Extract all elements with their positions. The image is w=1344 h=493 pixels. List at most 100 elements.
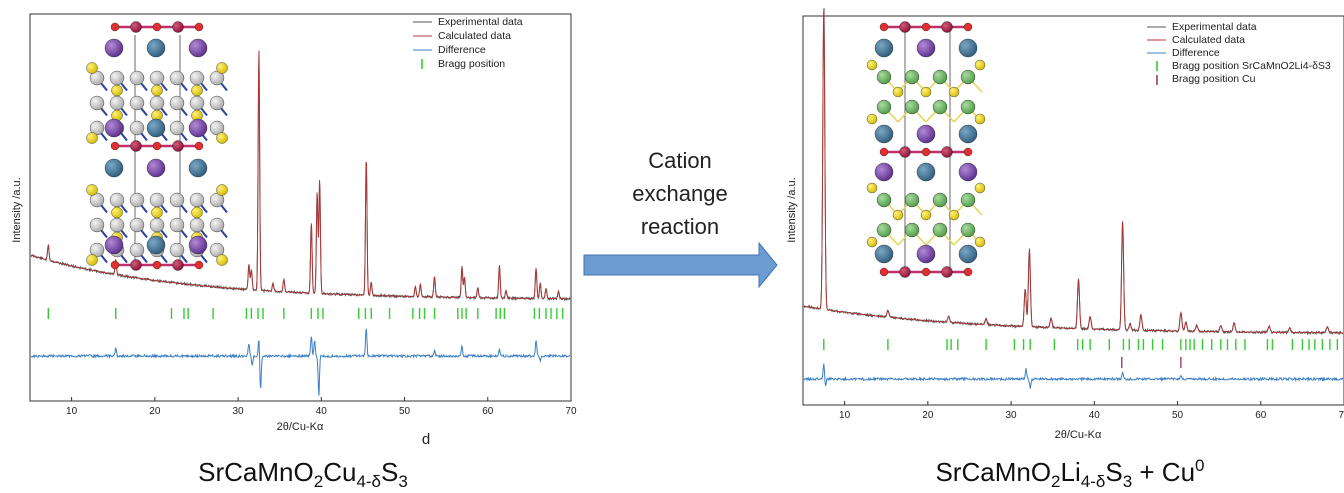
sr-atom (874, 162, 894, 182)
sr-atom (104, 118, 124, 138)
s-atom (974, 113, 986, 125)
right-bragg-cu-ticks (1121, 357, 1182, 368)
ca-atom (874, 244, 894, 264)
right-x-ticks: 10 20 30 40 50 60 70 (839, 401, 1344, 421)
s-atom (216, 184, 228, 196)
mn-o-atom (879, 267, 889, 277)
cu-atom (169, 217, 185, 233)
mn-o-atom (963, 147, 973, 157)
mn-o-atom (899, 21, 911, 33)
x-tick-label: 60 (482, 406, 494, 417)
cu-atom (189, 70, 205, 86)
cu-atom (109, 70, 125, 86)
x-tick-label: 50 (399, 406, 411, 417)
stray-d-label: d (422, 431, 430, 448)
cu-atom (109, 192, 125, 208)
mn-o-atom (152, 260, 162, 270)
right-plot-frame (802, 15, 1344, 406)
li-atom (876, 99, 892, 115)
li-atom (960, 99, 976, 115)
s-atom (191, 84, 203, 97)
cu-atom (89, 192, 105, 208)
cu-atom (89, 120, 105, 136)
left-legend: Experimental data Calculated data Differ… (413, 16, 523, 70)
cu-atom (89, 242, 105, 258)
arrow-text-line3: reaction (641, 214, 719, 239)
mn-o-atom (941, 146, 953, 158)
s-atom (86, 184, 98, 196)
mn-o-atom (963, 22, 973, 32)
x-tick-label: 30 (233, 406, 245, 417)
s-atom (216, 132, 228, 144)
mn-o-atom (899, 266, 911, 278)
ca-atom (958, 244, 978, 264)
arrow-text-line2: exchange (632, 181, 727, 206)
cu-atom (109, 95, 125, 111)
mn-o-atom (172, 21, 184, 33)
sr-atom (188, 235, 208, 255)
mn-o-atom (152, 141, 162, 151)
s-atom (974, 182, 986, 194)
mn-o-atom (172, 259, 184, 271)
mn-o-atom (921, 147, 931, 157)
legend-calculated: Calculated data (438, 30, 511, 42)
s-atom (974, 236, 986, 248)
sr-atom (916, 244, 936, 264)
cu-atom (209, 242, 225, 258)
legend-bragg-li-r: Bragg position SrCaMnO2Li4-δS3 (1172, 60, 1331, 72)
legend-calculated-r: Calculated data (1172, 34, 1245, 46)
legend-bragg-cu-r: Bragg position Cu (1172, 73, 1256, 85)
ca-atom (146, 118, 166, 138)
mn-o-atom (921, 22, 931, 32)
s-atom (86, 62, 98, 74)
cu-atom (209, 95, 225, 111)
ca-atom (958, 124, 978, 144)
cu-atom (189, 217, 205, 233)
mn-o-atom (879, 22, 889, 32)
mn-o-atom (110, 22, 120, 32)
s-atom (948, 209, 960, 221)
left-x-ticks: 10 20 30 40 50 60 70 (66, 397, 577, 417)
cu-atom (149, 70, 165, 86)
s-atom (866, 59, 878, 71)
mn-o-atom (130, 259, 142, 271)
cu-atom (169, 192, 185, 208)
li-atom (960, 222, 976, 238)
left-calculated-line (30, 50, 570, 300)
reaction-arrow: Cation exchange reaction (583, 148, 778, 289)
li-atom (932, 69, 948, 85)
cu-atom (149, 95, 165, 111)
sr-atom (146, 158, 166, 178)
x-tick-label: 60 (1255, 410, 1267, 421)
x-tick-label: 70 (1338, 410, 1344, 421)
cu-atom (129, 70, 145, 86)
mn-o-atom (152, 22, 162, 32)
cu-atom (189, 95, 205, 111)
ca-atom (146, 38, 166, 58)
arrow-shape (583, 241, 778, 289)
s-atom (866, 182, 878, 194)
s-atom (151, 206, 163, 219)
cu-atom (169, 70, 185, 86)
left-crystal-structure-image (86, 21, 228, 271)
s-atom (216, 254, 228, 266)
legend-experimental-r: Experimental data (1172, 21, 1257, 33)
li-atom (904, 222, 920, 238)
cu-atom (209, 70, 225, 86)
li-atom (932, 222, 948, 238)
cu-atom (149, 217, 165, 233)
cu-atom (89, 95, 105, 111)
s-atom (948, 86, 960, 98)
x-tick-label: 20 (922, 410, 934, 421)
s-atom (86, 132, 98, 144)
sr-atom (916, 38, 936, 58)
mn-o-atom (194, 22, 204, 32)
left-bragg-ticks (47, 308, 564, 319)
right-plot-data (803, 8, 1344, 389)
s-atom (216, 62, 228, 74)
legend-bragg: Bragg position (438, 58, 505, 70)
mn-o-atom (194, 141, 204, 151)
li-atom (960, 192, 976, 208)
ca-atom (188, 158, 208, 178)
